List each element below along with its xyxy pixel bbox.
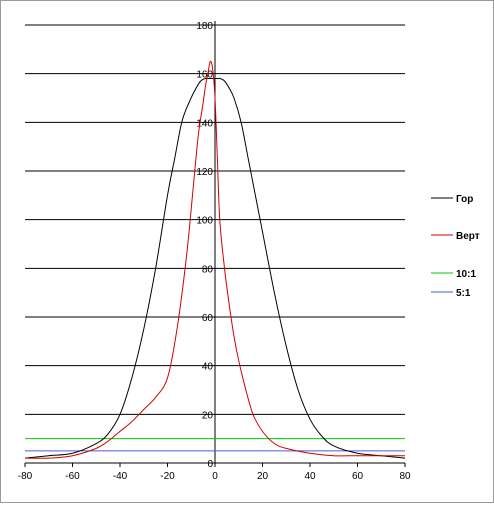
y-tick-label: 40 — [202, 362, 214, 373]
axes — [24, 21, 406, 467]
x-tick-label: -60 — [65, 471, 80, 482]
x-tick-label: 0 — [212, 471, 218, 482]
legend: Гор Верт 10:1 5:1 — [431, 194, 480, 299]
x-tick-label: 80 — [399, 471, 411, 482]
x-tick-label: -80 — [18, 471, 33, 482]
legend-label-1: Верт — [456, 231, 480, 242]
x-tick-label: -20 — [160, 471, 175, 482]
series-lines — [24, 60, 406, 459]
y-tick-label: 20 — [202, 410, 214, 421]
y-tick-label: 60 — [202, 313, 214, 324]
legend-label-0: Гор — [456, 194, 473, 205]
legend-label-2: 10:1 — [456, 269, 476, 280]
y-tick-label: 180 — [196, 21, 213, 32]
series-line-0 — [24, 77, 406, 459]
x-tick-labels: -80 -60 -40 -20 0 20 40 60 80 — [18, 471, 411, 482]
y-tick-label: 120 — [196, 167, 213, 178]
y-tick-label: 160 — [196, 70, 213, 81]
y-tick-labels: 0 20 40 60 80 100 120 140 160 180 — [196, 21, 213, 470]
y-tick-label: 140 — [196, 118, 213, 129]
y-tick-label: 100 — [196, 216, 213, 227]
x-tick-label: 20 — [257, 471, 269, 482]
x-tick-label: 40 — [304, 471, 316, 482]
x-tick-label: 60 — [352, 471, 364, 482]
y-tick-label: 0 — [207, 459, 213, 470]
series-line-1 — [24, 60, 405, 459]
y-tick-label: 80 — [202, 264, 214, 275]
x-tick-label: -40 — [113, 471, 128, 482]
legend-label-3: 5:1 — [456, 288, 471, 299]
